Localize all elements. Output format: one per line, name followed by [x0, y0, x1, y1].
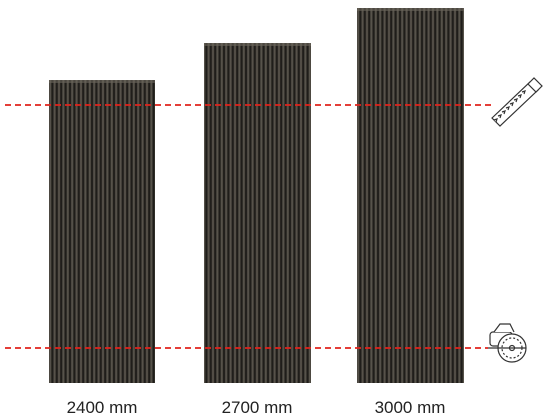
panel-label: 2700 mm — [222, 398, 293, 417]
panel — [204, 43, 311, 383]
panel — [49, 80, 155, 383]
panel — [357, 8, 464, 383]
panel-label: 3000 mm — [375, 398, 446, 417]
hand-saw-icon — [491, 77, 543, 127]
circular-saw-icon — [488, 323, 527, 363]
panel-label: 2400 mm — [67, 398, 138, 417]
